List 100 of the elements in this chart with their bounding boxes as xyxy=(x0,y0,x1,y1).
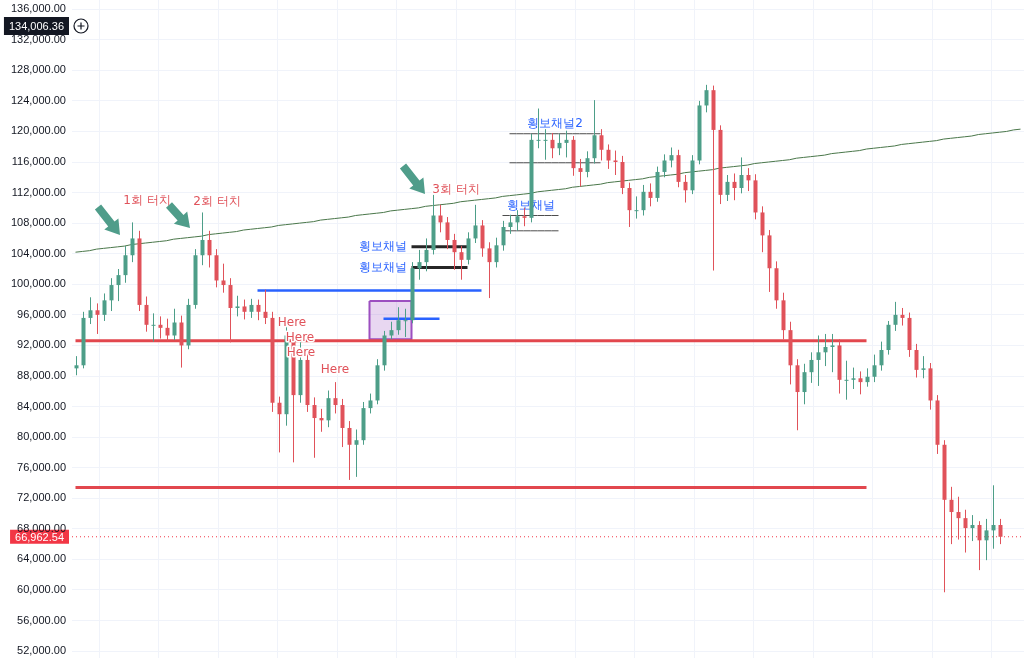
y-tick-label: 84,000.00 xyxy=(17,399,66,412)
candlestick xyxy=(921,355,926,379)
candlestick xyxy=(599,128,604,161)
candlestick xyxy=(354,429,359,478)
y-tick-label: 72,000.00 xyxy=(17,491,66,504)
candlestick xyxy=(844,360,849,401)
candlestick xyxy=(893,301,898,332)
candlestick xyxy=(347,420,352,481)
candlestick xyxy=(872,354,877,383)
y-tick-label: 100,000.00 xyxy=(10,277,66,290)
candlestick xyxy=(235,295,240,317)
candlestick xyxy=(550,132,555,159)
candlestick xyxy=(312,396,317,459)
y-tick-label: 108,000.00 xyxy=(10,216,66,229)
candlestick xyxy=(760,205,765,253)
candlestick xyxy=(858,370,863,395)
candlestick xyxy=(102,292,107,322)
candlestick xyxy=(445,216,450,250)
y-tick-label: 132,000.00 xyxy=(10,32,66,45)
candlestick xyxy=(452,233,457,271)
candlestick xyxy=(746,167,751,192)
candlestick xyxy=(88,296,93,325)
annotation: 1회 터치 xyxy=(123,193,171,208)
y-tick-label: 80,000.00 xyxy=(17,430,66,443)
candlestick xyxy=(613,150,618,176)
y-tick-label: 76,000.00 xyxy=(17,460,66,473)
candlestick xyxy=(592,99,597,165)
candlestick xyxy=(424,237,429,272)
candlestick xyxy=(977,520,982,571)
candlestick xyxy=(634,195,639,220)
y-tick-label: 120,000.00 xyxy=(10,124,66,137)
candlestick xyxy=(914,343,919,379)
candlestick xyxy=(606,143,611,170)
series-label: 횡보채널 xyxy=(358,238,407,253)
candlestick xyxy=(739,156,744,194)
annotation: Here xyxy=(277,315,307,330)
y-tick-label: 124,000.00 xyxy=(10,93,66,106)
candlestick xyxy=(662,153,667,178)
candlestick xyxy=(242,299,247,320)
candlestick xyxy=(396,306,401,336)
candlestick xyxy=(144,296,149,333)
candlestick xyxy=(340,398,345,448)
y-tick-label: 112,000.00 xyxy=(11,185,66,198)
candlestick xyxy=(970,514,975,542)
candlestick xyxy=(879,341,884,372)
candlestick xyxy=(200,211,205,266)
candlestick xyxy=(508,214,513,235)
candlestick xyxy=(123,245,128,284)
y-tick-label: 128,000.00 xyxy=(10,63,66,76)
candlestick xyxy=(109,277,114,312)
candlestick xyxy=(487,241,492,299)
candlestick xyxy=(823,333,828,367)
y-tick-label: 88,000.00 xyxy=(17,369,66,382)
candlestick xyxy=(249,298,254,319)
candlestick xyxy=(816,335,821,387)
y-tick-label: 116,000.00 xyxy=(11,155,66,168)
y-tick-label: 92,000.00 xyxy=(17,338,66,351)
candlestick xyxy=(333,381,338,414)
candlestick xyxy=(865,367,870,388)
candlestick xyxy=(116,268,121,302)
candlestick xyxy=(802,363,807,405)
candlestick xyxy=(557,133,562,156)
candlestick xyxy=(515,209,520,232)
candlestick xyxy=(473,204,478,244)
candlestick xyxy=(956,496,961,541)
y-tick-label: 104,000.00 xyxy=(10,246,66,259)
text: 134,006.36 xyxy=(8,20,64,33)
candlestick xyxy=(578,158,583,187)
annotation: 2회 터치 xyxy=(193,194,241,209)
candlestick xyxy=(830,333,835,373)
candlestick xyxy=(641,184,646,217)
candlestick xyxy=(725,174,730,202)
candlestick xyxy=(564,130,569,158)
candlestick xyxy=(648,182,653,207)
candlestick xyxy=(543,128,548,161)
candlestick xyxy=(949,486,954,545)
candlestick xyxy=(732,172,737,201)
candlestick xyxy=(256,299,261,321)
candlestick xyxy=(151,312,156,343)
y-tick-label: 136,000.00 xyxy=(10,2,66,15)
candlestick xyxy=(263,289,268,325)
candlestick xyxy=(998,518,1003,545)
y-tick-label: 64,000.00 xyxy=(17,552,66,565)
candlestick xyxy=(683,174,688,204)
candlestick xyxy=(130,221,135,263)
candlestick xyxy=(368,393,373,414)
candlestick xyxy=(809,351,814,384)
candlestick xyxy=(494,237,499,268)
candlestick xyxy=(207,230,212,268)
candlestick xyxy=(417,249,422,281)
candlestick xyxy=(74,355,79,376)
candlestick xyxy=(172,308,177,341)
candlestick xyxy=(585,150,590,178)
candlestick xyxy=(95,302,100,335)
candlestick xyxy=(627,182,632,228)
candlestick xyxy=(403,308,408,338)
candlestick xyxy=(480,219,485,258)
y-tick-label: 56,000.00 xyxy=(17,613,66,626)
y-tick-label: 60,000.00 xyxy=(17,583,66,596)
y-tick-label: 96,000.00 xyxy=(17,307,66,320)
